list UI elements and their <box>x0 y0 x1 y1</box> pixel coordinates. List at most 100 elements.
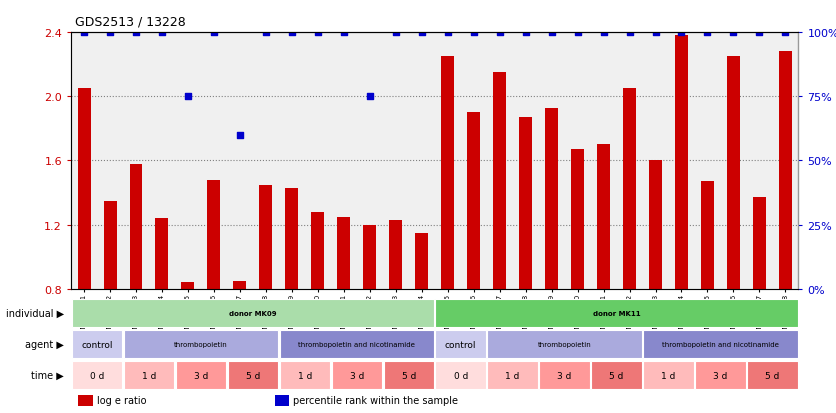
Text: 5 d: 5 d <box>246 371 260 380</box>
Point <box>519 30 533 36</box>
Text: individual ▶: individual ▶ <box>6 308 64 318</box>
Bar <box>104 201 116 289</box>
Text: thrombopoietin and nicotinamide: thrombopoietin and nicotinamide <box>298 341 415 347</box>
Bar <box>124 361 174 389</box>
Bar <box>571 150 584 289</box>
Bar <box>72 330 122 358</box>
Bar <box>487 361 538 389</box>
Bar <box>155 219 169 289</box>
Bar <box>436 330 486 358</box>
Point <box>675 30 688 36</box>
Point <box>311 30 324 36</box>
Text: 1 d: 1 d <box>506 371 520 380</box>
Bar <box>696 361 746 389</box>
Bar <box>747 361 798 389</box>
Point <box>778 30 792 36</box>
Point <box>233 132 247 139</box>
Bar <box>415 233 428 289</box>
Bar <box>644 330 798 358</box>
Bar <box>259 185 273 289</box>
Bar <box>591 361 642 389</box>
Point <box>623 30 636 36</box>
Text: 5 d: 5 d <box>609 371 624 380</box>
Point <box>726 30 740 36</box>
Text: 1 d: 1 d <box>661 371 675 380</box>
Bar <box>124 330 278 358</box>
Bar <box>280 330 434 358</box>
Bar <box>79 396 93 406</box>
Text: time ▶: time ▶ <box>31 370 64 380</box>
Point <box>285 30 298 36</box>
Bar <box>727 57 740 289</box>
Bar <box>72 361 122 389</box>
Point <box>181 94 195 100</box>
Text: donor MK09: donor MK09 <box>229 310 277 316</box>
Text: log e ratio: log e ratio <box>96 395 146 405</box>
Text: 0 d: 0 d <box>89 371 104 380</box>
Point <box>467 30 481 36</box>
Bar <box>436 361 486 389</box>
Bar <box>207 180 221 289</box>
Point <box>545 30 558 36</box>
Point <box>363 94 376 100</box>
Bar <box>384 361 434 389</box>
Bar <box>436 299 798 327</box>
Point <box>104 30 117 36</box>
Point <box>415 30 428 36</box>
Point <box>389 30 402 36</box>
Text: 3 d: 3 d <box>558 371 572 380</box>
Text: 1 d: 1 d <box>298 371 312 380</box>
Text: 3 d: 3 d <box>713 371 727 380</box>
Bar <box>649 161 662 289</box>
Point <box>493 30 507 36</box>
Text: thrombopoietin: thrombopoietin <box>538 341 592 347</box>
Bar <box>493 73 506 289</box>
Point <box>649 30 662 36</box>
Bar <box>275 396 289 406</box>
Bar <box>390 220 402 289</box>
Point <box>597 30 610 36</box>
Text: thrombopoietin and nicotinamide: thrombopoietin and nicotinamide <box>662 341 779 347</box>
Bar <box>337 217 350 289</box>
Bar <box>176 361 226 389</box>
Text: GDS2513 / 13228: GDS2513 / 13228 <box>75 16 186 29</box>
Point <box>130 30 143 36</box>
Bar <box>539 361 589 389</box>
Point <box>571 30 584 36</box>
Bar <box>441 57 454 289</box>
Text: donor MK11: donor MK11 <box>593 310 640 316</box>
Text: 5 d: 5 d <box>401 371 416 380</box>
Point <box>78 30 91 36</box>
Point <box>701 30 714 36</box>
Bar <box>779 52 792 289</box>
Bar <box>364 225 376 289</box>
Bar <box>233 281 247 289</box>
Bar <box>332 361 382 389</box>
Bar <box>487 330 642 358</box>
Point <box>752 30 766 36</box>
Text: 3 d: 3 d <box>194 371 208 380</box>
Bar <box>644 361 694 389</box>
Text: 5 d: 5 d <box>765 371 780 380</box>
Bar <box>701 182 714 289</box>
Bar <box>519 118 533 289</box>
Point <box>155 30 169 36</box>
Point <box>441 30 455 36</box>
Bar <box>72 299 434 327</box>
Bar <box>227 361 278 389</box>
Point <box>337 30 350 36</box>
Text: thrombopoietin: thrombopoietin <box>174 341 228 347</box>
Text: 1 d: 1 d <box>142 371 156 380</box>
Bar <box>285 188 298 289</box>
Bar <box>467 113 480 289</box>
Point <box>207 30 221 36</box>
Text: agent ▶: agent ▶ <box>25 339 64 349</box>
Text: 3 d: 3 d <box>349 371 364 380</box>
Text: control: control <box>445 340 477 349</box>
Text: percentile rank within the sample: percentile rank within the sample <box>293 395 458 405</box>
Bar <box>545 108 558 289</box>
Bar <box>130 164 142 289</box>
Bar <box>675 36 688 289</box>
Bar <box>280 361 330 389</box>
Bar <box>623 89 636 289</box>
